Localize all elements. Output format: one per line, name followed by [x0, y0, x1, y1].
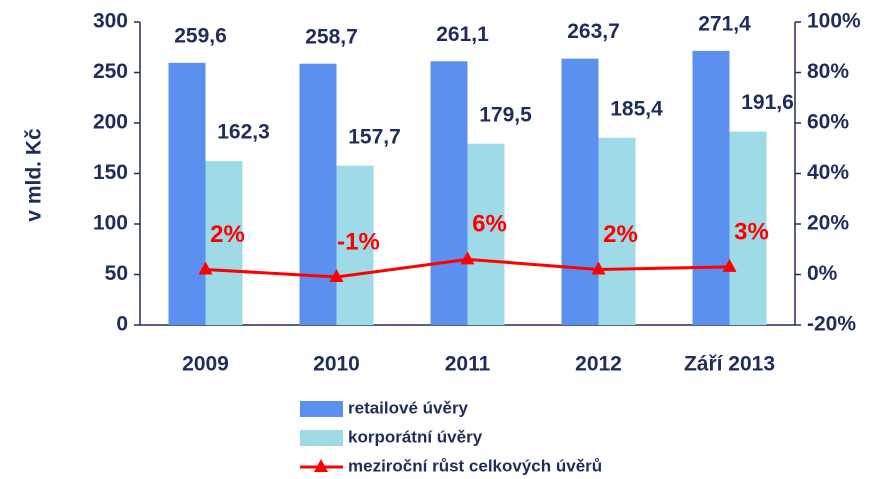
line-marker: [722, 258, 737, 272]
line-marker: [329, 269, 344, 283]
y2-tick-label: 40%: [807, 161, 849, 184]
data-label: -1%: [337, 228, 380, 255]
line-marker: [460, 251, 475, 265]
legend-label: korporátní úvěry: [348, 427, 483, 446]
x-tick-label: 2011: [445, 353, 491, 376]
x-tick-label: 2010: [313, 353, 360, 376]
line-marker: [591, 261, 606, 275]
y2-tick-label: 20%: [807, 212, 849, 235]
y-tick-label: 300: [93, 10, 128, 33]
bar: [299, 63, 337, 325]
bar: [168, 62, 206, 325]
bar: [561, 58, 599, 326]
bar: [598, 137, 636, 325]
y2-tick-label: 80%: [807, 60, 849, 83]
data-label: 258,7: [305, 25, 358, 48]
legend-label: meziroční růst celkových úvěrů: [348, 456, 602, 475]
y-tick-label: 150: [93, 161, 128, 184]
legend-label: retailové úvěry: [348, 398, 469, 417]
y-tick-label: 250: [93, 60, 128, 83]
data-label: 259,6: [174, 24, 227, 47]
bar: [692, 50, 730, 326]
data-label: 2%: [603, 221, 638, 248]
line-marker: [198, 261, 213, 275]
bar: [467, 143, 505, 325]
data-label: 191,6: [741, 91, 794, 114]
y-tick-label: 50: [105, 262, 128, 285]
bar: [430, 61, 468, 325]
x-tick-label: 2009: [182, 353, 229, 376]
legend-swatch: [300, 401, 343, 417]
y-axis-label: v mld. Kč: [23, 128, 46, 222]
data-label: 2%: [210, 221, 245, 248]
data-label: 263,7: [567, 20, 620, 43]
bar: [729, 131, 767, 325]
y-tick-label: 0: [116, 313, 128, 336]
y2-tick-label: 60%: [807, 111, 849, 134]
y2-tick-label: 100%: [807, 10, 861, 33]
bar: [336, 165, 374, 325]
y-tick-label: 200: [93, 111, 128, 134]
data-label: 157,7: [348, 125, 401, 148]
x-tick-label: Září 2013: [684, 353, 775, 376]
bar: [205, 161, 243, 325]
data-label: 162,3: [217, 121, 270, 144]
data-label: 179,5: [479, 103, 532, 126]
data-label: 261,1: [436, 23, 489, 46]
x-tick-label: 2012: [575, 353, 622, 376]
data-label: 271,4: [698, 12, 751, 35]
legend-marker: [314, 459, 328, 472]
y2-tick-label: -20%: [807, 313, 856, 336]
legend-swatch: [300, 430, 343, 446]
data-label: 3%: [734, 218, 769, 245]
data-label: 185,4: [610, 97, 663, 120]
y-tick-label: 100: [93, 212, 128, 235]
data-label: 6%: [472, 211, 507, 238]
y2-tick-label: 0%: [807, 262, 838, 285]
